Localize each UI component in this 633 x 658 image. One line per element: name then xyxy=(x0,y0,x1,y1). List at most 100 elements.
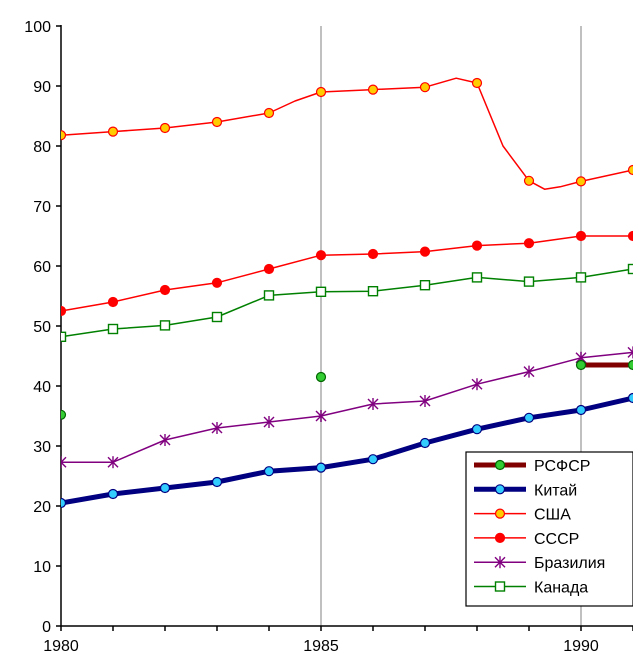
data-point xyxy=(61,497,67,509)
asterisk-stroke xyxy=(627,351,633,358)
axes: 0 10 20 30 40 50 60 70 80 90 100 1980 1985 1990 xyxy=(24,19,633,655)
data-point xyxy=(107,323,119,335)
series-line xyxy=(61,77,633,190)
asterisk-stroke xyxy=(61,461,67,468)
data-point xyxy=(494,508,506,519)
data-point xyxy=(419,437,431,449)
series xyxy=(61,77,633,190)
data-point xyxy=(627,164,633,176)
data-point xyxy=(627,359,633,371)
series xyxy=(61,359,633,420)
data-point xyxy=(61,305,67,317)
x-tick-label: 1985 xyxy=(303,638,339,655)
x-tick-label: 1990 xyxy=(563,638,599,655)
data-point xyxy=(61,409,67,420)
data-point xyxy=(419,246,431,257)
data-point xyxy=(159,482,171,494)
legend-label: Канада xyxy=(534,580,588,597)
data-point xyxy=(315,86,327,98)
asterisk-stroke xyxy=(627,346,633,354)
legend-entry: Бразилия xyxy=(474,555,605,572)
data-point xyxy=(263,107,275,119)
data-point xyxy=(159,320,171,331)
data-point xyxy=(367,248,379,260)
data-point xyxy=(315,286,327,297)
data-point xyxy=(263,263,275,275)
data-point xyxy=(315,250,327,261)
series-group xyxy=(61,77,633,509)
data-point xyxy=(315,410,327,422)
x-tick-label: 1980 xyxy=(43,638,79,655)
data-point xyxy=(367,286,379,297)
data-point xyxy=(494,484,506,495)
series xyxy=(61,392,633,509)
data-point xyxy=(107,488,119,500)
data-point xyxy=(523,365,535,378)
data-point xyxy=(471,424,483,435)
data-point xyxy=(494,556,506,569)
data-point xyxy=(471,272,483,283)
data-point xyxy=(627,230,633,242)
data-point xyxy=(494,459,506,471)
y-tick-label: 30 xyxy=(33,439,51,456)
data-point xyxy=(494,581,506,592)
data-point xyxy=(315,462,327,473)
data-point xyxy=(523,238,535,249)
data-point xyxy=(61,456,67,469)
data-point xyxy=(211,311,223,323)
data-point xyxy=(575,272,587,283)
data-point xyxy=(575,176,587,187)
data-point xyxy=(575,359,587,371)
data-point xyxy=(523,276,535,287)
legend-entry: РСФСР xyxy=(474,458,590,475)
data-point xyxy=(471,77,483,89)
y-tick-label: 90 xyxy=(33,79,51,96)
y-tick-label: 50 xyxy=(33,319,51,336)
data-point xyxy=(263,466,275,477)
y-tick-label: 70 xyxy=(33,199,51,216)
data-point xyxy=(367,84,379,95)
data-point xyxy=(315,371,327,383)
data-point xyxy=(107,456,119,469)
data-point xyxy=(419,280,431,291)
asterisk-stroke xyxy=(61,456,67,464)
data-point xyxy=(263,416,275,428)
data-point xyxy=(471,378,483,391)
data-point xyxy=(367,398,379,410)
data-point xyxy=(575,404,587,416)
legend-entry: СССР xyxy=(474,531,579,548)
data-point xyxy=(211,277,223,288)
data-point xyxy=(523,175,535,186)
legend-label: СССР xyxy=(534,531,579,548)
legend: РСФСР Китай США СССР Бразилия Канада xyxy=(465,451,633,607)
legend-entry: Канада xyxy=(474,580,588,597)
data-point xyxy=(159,284,171,296)
y-tick-label: 10 xyxy=(33,559,51,576)
legend-entry: США xyxy=(474,507,571,524)
data-point xyxy=(419,395,431,407)
data-point xyxy=(263,290,275,301)
data-point xyxy=(627,392,633,404)
legend-label: РСФСР xyxy=(534,458,590,475)
data-point xyxy=(523,412,535,423)
y-tick-label: 80 xyxy=(33,139,51,156)
series xyxy=(61,346,633,469)
data-point xyxy=(494,532,506,544)
y-tick-label: 20 xyxy=(33,499,51,516)
data-point xyxy=(627,263,633,275)
data-point xyxy=(211,476,223,488)
data-point xyxy=(627,346,633,359)
y-tick-label: 40 xyxy=(33,379,51,396)
legend-label: Китай xyxy=(534,482,577,499)
legend-entry: Китай xyxy=(474,482,577,499)
y-tick-label: 60 xyxy=(33,259,51,276)
y-tick-label: 100 xyxy=(24,19,51,36)
data-point xyxy=(159,434,171,446)
y-tick-label: 0 xyxy=(42,619,51,636)
data-point xyxy=(211,116,223,128)
series xyxy=(61,263,633,342)
data-point xyxy=(211,422,223,434)
data-point xyxy=(107,126,119,137)
data-point xyxy=(367,454,379,465)
